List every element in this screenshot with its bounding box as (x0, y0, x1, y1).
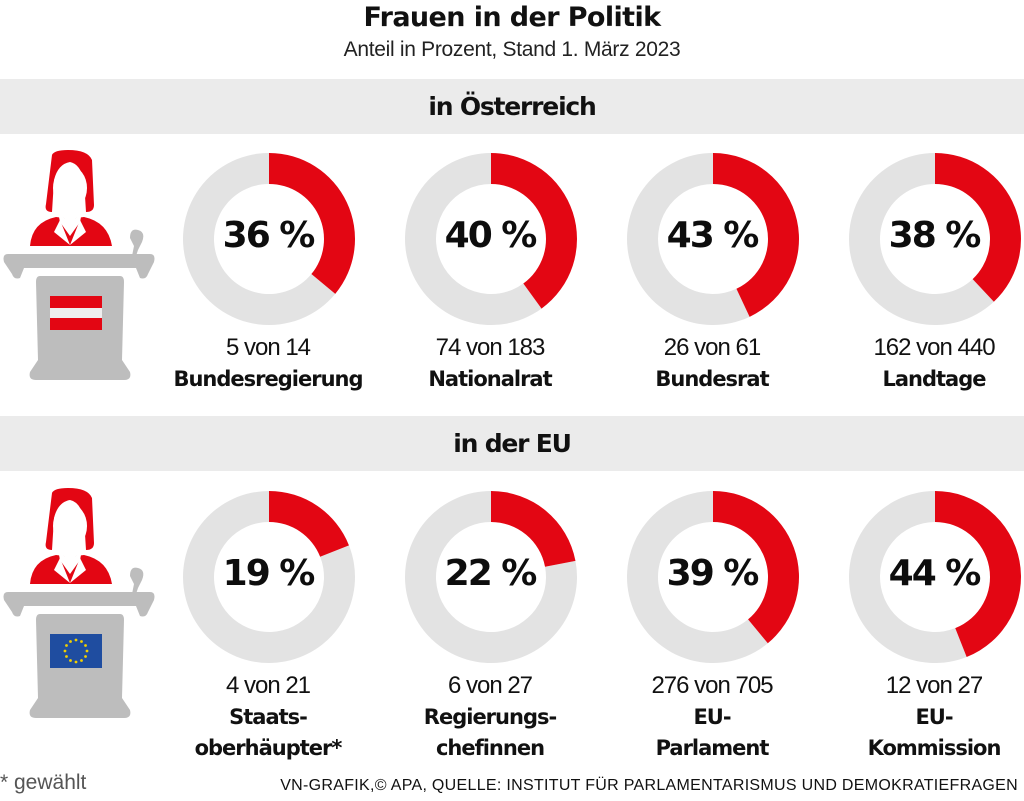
count-label: 5 von 14 (225, 334, 311, 361)
eu-flag (50, 634, 102, 668)
donut-chart (849, 153, 1021, 325)
count-label: 276 von 705 (651, 672, 773, 699)
donut-remainder-segment (405, 491, 577, 663)
category-label: Bundesregierung (158, 364, 378, 395)
donut-chart (405, 153, 577, 325)
category-label: EU- Parlament (602, 702, 822, 764)
count-label: 4 von 21 (225, 672, 311, 699)
donut-women-share-segment (935, 491, 1021, 657)
source-credit: VN-GRAFIK,© APA, QUELLE: INSTITUT FÜR PA… (280, 777, 1018, 794)
woman-at-podium-austria-flag-icon (3, 150, 155, 380)
eu-star-icon (74, 660, 78, 664)
eu-star-icon (80, 659, 83, 662)
category-label: Bundesrat (602, 364, 822, 395)
category-label: Landtage (824, 364, 1024, 395)
category-label: Nationalrat (380, 364, 600, 395)
woman-figure (30, 488, 112, 584)
category-label-line: EU- (693, 705, 731, 729)
donut-women-share-segment (491, 153, 577, 309)
chart-subtitle: Anteil in Prozent, Stand 1. März 2023 (343, 38, 681, 61)
eu-star-icon (74, 638, 78, 642)
donut-chart (183, 153, 355, 325)
percentage-label: 38 % (888, 215, 982, 256)
donut-women-share-segment (491, 491, 576, 567)
percentage-label: 19 % (222, 553, 316, 594)
donut-remainder-segment (183, 491, 355, 663)
count-label: 26 von 61 (663, 334, 761, 361)
donut-chart (405, 491, 577, 663)
category-label-line: Parlament (655, 736, 770, 760)
category-label-line: Nationalrat (428, 367, 552, 391)
donut-chart (627, 491, 799, 663)
donut-chart (627, 153, 799, 325)
section-heading: in Österreich (428, 92, 597, 121)
eu-star-icon (85, 649, 89, 653)
percentage-label: 22 % (444, 553, 538, 594)
eu-star-icon (84, 644, 87, 647)
donut-women-share-segment (935, 153, 1021, 302)
count-label: 74 von 183 (435, 334, 546, 361)
category-label-line: Regierungs- (423, 705, 557, 729)
percentage-label: 39 % (666, 553, 760, 594)
percentage-label: 36 % (222, 215, 316, 256)
eu-star-icon (63, 649, 67, 653)
footnote: * gewählt (0, 771, 87, 794)
category-label-line: Landtage (882, 367, 986, 391)
section-heading: in der EU (453, 429, 572, 458)
donut-remainder-segment (849, 153, 994, 325)
donut-women-share-segment (269, 491, 349, 557)
donut-remainder-segment (183, 153, 336, 325)
woman-at-podium-eu-flag-icon (3, 488, 155, 718)
donut-remainder-segment (405, 153, 542, 325)
woman-figure (30, 150, 112, 246)
category-label-line: Kommission (867, 736, 1002, 760)
eu-star-icon (84, 655, 87, 658)
category-label-line: Staats- (229, 705, 308, 729)
category-label: Staats- oberhäupter* (158, 702, 378, 764)
category-label: Regierungs- chefinnen (380, 702, 600, 764)
donut-women-share-segment (269, 153, 355, 294)
category-label-line: chefinnen (435, 736, 545, 760)
donut-remainder-segment (849, 491, 967, 663)
eu-star-icon (65, 644, 68, 647)
donut-remainder-segment (627, 153, 750, 325)
category-label-line: Bundesrat (655, 367, 769, 391)
chart-title: Frauen in der Politik (363, 2, 661, 33)
section-header-eu: in der EU (0, 416, 1024, 471)
count-label: 12 von 27 (885, 672, 983, 699)
donut-chart (849, 491, 1021, 663)
category-label: EU- Kommission (824, 702, 1024, 764)
percentage-label: 44 % (888, 553, 982, 594)
donut-chart (183, 491, 355, 663)
donut-remainder-segment (627, 491, 768, 663)
category-label-line: EU- (915, 705, 953, 729)
count-label: 162 von 440 (873, 334, 995, 361)
eu-star-icon (65, 655, 68, 658)
austria-flag (50, 296, 102, 330)
category-label-line: Bundesregierung (173, 367, 363, 391)
donut-women-share-segment (713, 491, 799, 644)
eu-star-icon (69, 640, 72, 643)
eu-star-icon (80, 640, 83, 643)
donut-women-share-segment (713, 153, 799, 317)
category-label-line: oberhäupter* (194, 736, 343, 760)
section-header-austria: in Österreich (0, 79, 1024, 134)
eu-star-icon (69, 659, 72, 662)
count-label: 6 von 27 (447, 672, 533, 699)
percentage-label: 43 % (666, 215, 760, 256)
percentage-label: 40 % (444, 215, 538, 256)
